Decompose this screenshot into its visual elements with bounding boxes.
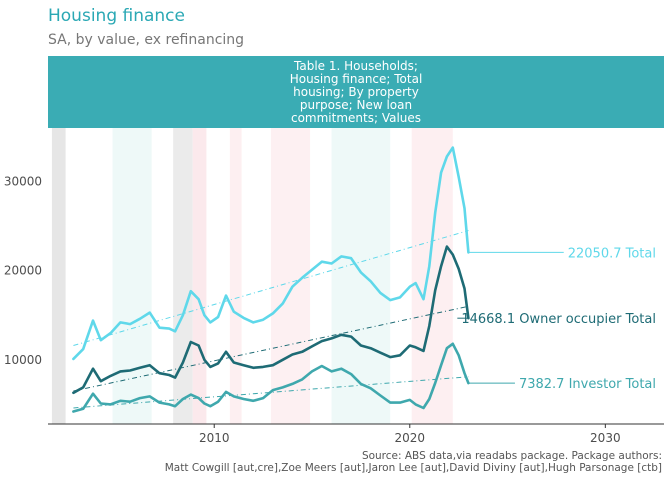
caption-line-2: Matt Cowgill [aut,cre],Zoe Meers [aut],J… [164,462,662,474]
x-tick-label-2010: 2010 [199,431,230,445]
shaded-period-7 [411,128,453,424]
shaded-period-4 [229,128,242,424]
x-tick-label-2020: 2020 [395,431,426,445]
end-label-investor-total: 7382.7 Investor Total [519,377,656,392]
chart-subtitle: SA, by value, ex refinancing [48,32,245,48]
y-tick-label-30000: 30000 [4,174,42,188]
x-tick-label-2030: 2030 [590,431,621,445]
series-line-owner-occupier-total [72,245,470,395]
shaded-period-2 [173,128,193,424]
shaded-period-1 [112,128,152,424]
end-label-total: 22050.7 Total [568,246,656,261]
trend-lines [73,230,469,409]
end-labels: 22050.7 Total 14668.1 Owner occupier Tota… [457,246,656,392]
series-line-total [72,146,470,361]
caption-line-1: Source: ABS data,via readabs package. Pa… [361,450,662,462]
shaded-period-0 [51,128,66,424]
y-tick-label-10000: 10000 [4,353,42,367]
axes: 2010 2020 2030 10000 20000 30000 [4,174,664,445]
series-lines [72,146,470,413]
shaded-period-6 [331,128,391,424]
facet-strip: Table 1. Households; Housing finance; To… [48,56,664,128]
shaded-periods [51,128,453,424]
y-tick-label-20000: 20000 [4,264,42,278]
series-line-investor-total [72,342,470,413]
end-label-owner-occupier-total: 14668.1 Owner occupier Total [461,312,656,327]
chart-title: Housing finance [48,6,185,26]
trend-line-owner-occupier-total [73,305,469,392]
shaded-period-3 [192,128,207,424]
facet-strip-label: Table 1. Households; Housing finance; To… [289,58,423,125]
chart-caption: Source: ABS data,via readabs package. Pa… [42,450,662,474]
trend-line-total [73,230,469,347]
